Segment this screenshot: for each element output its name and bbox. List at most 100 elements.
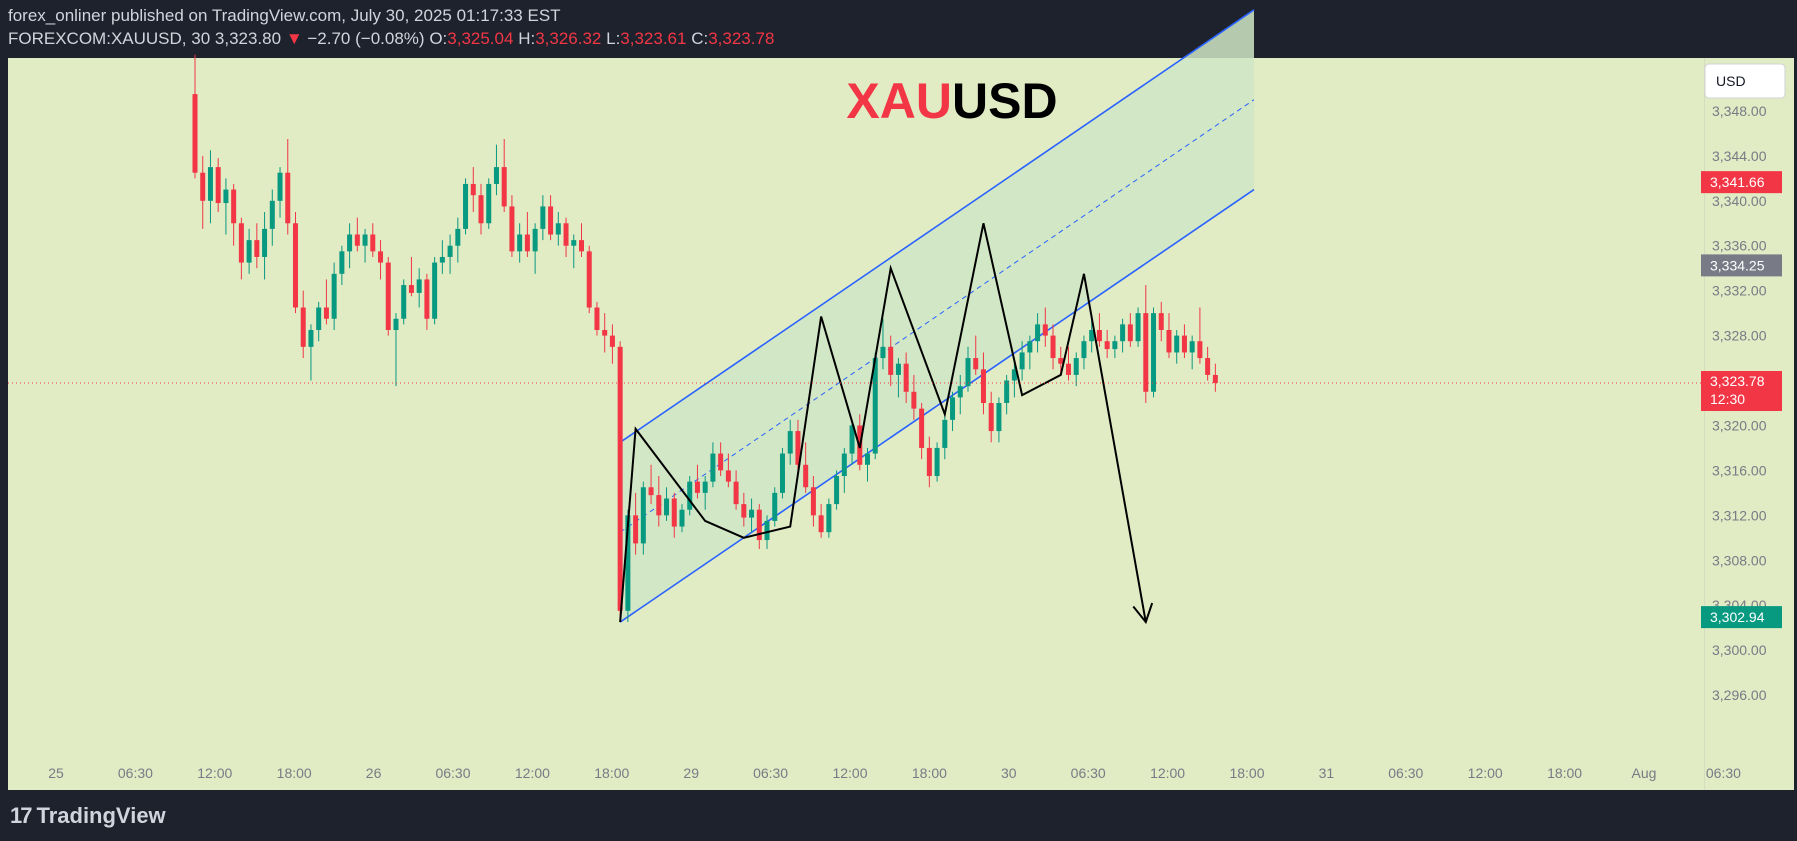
- current-price-tag: [1701, 371, 1782, 412]
- candle-body: [1181, 335, 1187, 353]
- candle: [548, 195, 554, 241]
- candle: [524, 212, 530, 257]
- candle-body: [277, 172, 283, 201]
- candle: [416, 268, 422, 308]
- currency-button[interactable]: [1704, 63, 1786, 99]
- channel-fill: [620, 9, 1255, 623]
- candle: [1019, 341, 1025, 381]
- zigzag-projection[interactable]: [619, 223, 1147, 623]
- candle-body: [872, 358, 878, 454]
- candle: [308, 324, 314, 381]
- candle-body: [950, 397, 956, 420]
- candle-body: [934, 447, 940, 477]
- candle-body: [246, 240, 252, 263]
- time-tick-label: 26: [366, 765, 382, 781]
- candle-body: [362, 234, 368, 246]
- candle-body: [609, 335, 615, 347]
- channel-upper-line[interactable]: [619, 9, 1255, 443]
- candle: [470, 167, 476, 213]
- candle-body: [493, 167, 499, 184]
- candle: [718, 442, 724, 477]
- candle-body: [300, 307, 306, 347]
- candle: [803, 442, 809, 493]
- channel-mid-line[interactable]: [619, 99, 1255, 533]
- candle: [540, 195, 546, 241]
- projection-path[interactable]: [619, 223, 1154, 625]
- candle: [648, 464, 654, 505]
- candle: [1197, 307, 1203, 364]
- time-tick-label: 12:00: [1150, 765, 1185, 781]
- watermark-part2: USD: [952, 73, 1058, 129]
- candle: [710, 442, 716, 488]
- candle: [401, 279, 407, 325]
- price-chart[interactable]: XAUUSD 3,348.003,344.003,340.003,336.003…: [0, 0, 1797, 792]
- candle-body: [370, 234, 376, 252]
- candle: [432, 256, 438, 325]
- candle: [517, 223, 523, 263]
- candle-body: [702, 481, 708, 493]
- price-tick-label: 3,300.00: [1712, 642, 1767, 658]
- time-tick-label: 06:30: [1071, 765, 1106, 781]
- candle-body: [656, 495, 662, 516]
- candle: [1042, 307, 1048, 347]
- candle-body: [919, 408, 925, 448]
- high-label: H:: [518, 29, 536, 48]
- candle-body: [432, 262, 438, 319]
- candle: [223, 178, 229, 235]
- candle: [378, 240, 384, 280]
- candle-body: [1104, 341, 1110, 350]
- candle: [656, 476, 662, 527]
- candle-body: [803, 464, 809, 488]
- candle: [1096, 313, 1102, 347]
- candle-body: [579, 240, 584, 252]
- chart-header: forex_onliner published on TradingView.c…: [0, 0, 1797, 58]
- candle-body: [633, 515, 639, 544]
- candle: [633, 492, 639, 555]
- candle: [215, 158, 221, 213]
- candle-body: [1197, 341, 1203, 359]
- time-axis-ticks: 25 06:30 12:00 18:00 26 06:30 12:00 18:00 29 06:3…: [48, 765, 1741, 781]
- candle-body: [323, 307, 329, 319]
- candle: [617, 341, 623, 623]
- candle-body: [1004, 380, 1010, 403]
- channel-lower-line[interactable]: [619, 188, 1255, 623]
- parallel-channel[interactable]: [619, 9, 1255, 623]
- time-tick-label: 06:30: [1706, 765, 1741, 781]
- candle: [486, 178, 492, 229]
- symbol-name[interactable]: FOREXCOM:XAUUSD, 30: [8, 29, 211, 48]
- candle: [192, 54, 198, 179]
- candle: [1181, 324, 1187, 359]
- upper-price-tag-text: 3,341.66: [1710, 174, 1765, 190]
- candle: [911, 374, 917, 420]
- candle: [594, 301, 600, 336]
- candle: [478, 183, 484, 235]
- price-change: −2.70 (−0.08%): [307, 29, 425, 48]
- candle-body: [292, 223, 298, 308]
- candle-body: [988, 403, 994, 432]
- arrowhead-icon: [1132, 602, 1154, 625]
- tradingview-brand[interactable]: 17 TradingView: [10, 803, 166, 829]
- candle-body: [880, 346, 886, 359]
- price-tick-label: 3,328.00: [1712, 328, 1767, 344]
- candle-body: [1151, 313, 1157, 392]
- candle-body: [756, 509, 762, 541]
- last-price: 3,323.80: [214, 29, 282, 48]
- candle: [447, 234, 453, 274]
- candle-body: [865, 453, 871, 465]
- candle: [424, 273, 430, 330]
- candle: [463, 178, 469, 235]
- candle-body: [439, 256, 445, 263]
- candle: [849, 419, 855, 465]
- candle: [818, 504, 824, 538]
- candle: [1065, 346, 1071, 381]
- candle: [385, 256, 391, 336]
- candle-body: [1158, 313, 1164, 330]
- candle: [756, 504, 762, 550]
- candle-body: [772, 492, 778, 521]
- close-value: 3,323.78: [708, 29, 775, 48]
- candle-body: [679, 509, 685, 527]
- candle: [702, 476, 708, 510]
- candle: [455, 217, 461, 263]
- time-axis[interactable]: [8, 740, 1704, 790]
- candle-body: [393, 318, 399, 330]
